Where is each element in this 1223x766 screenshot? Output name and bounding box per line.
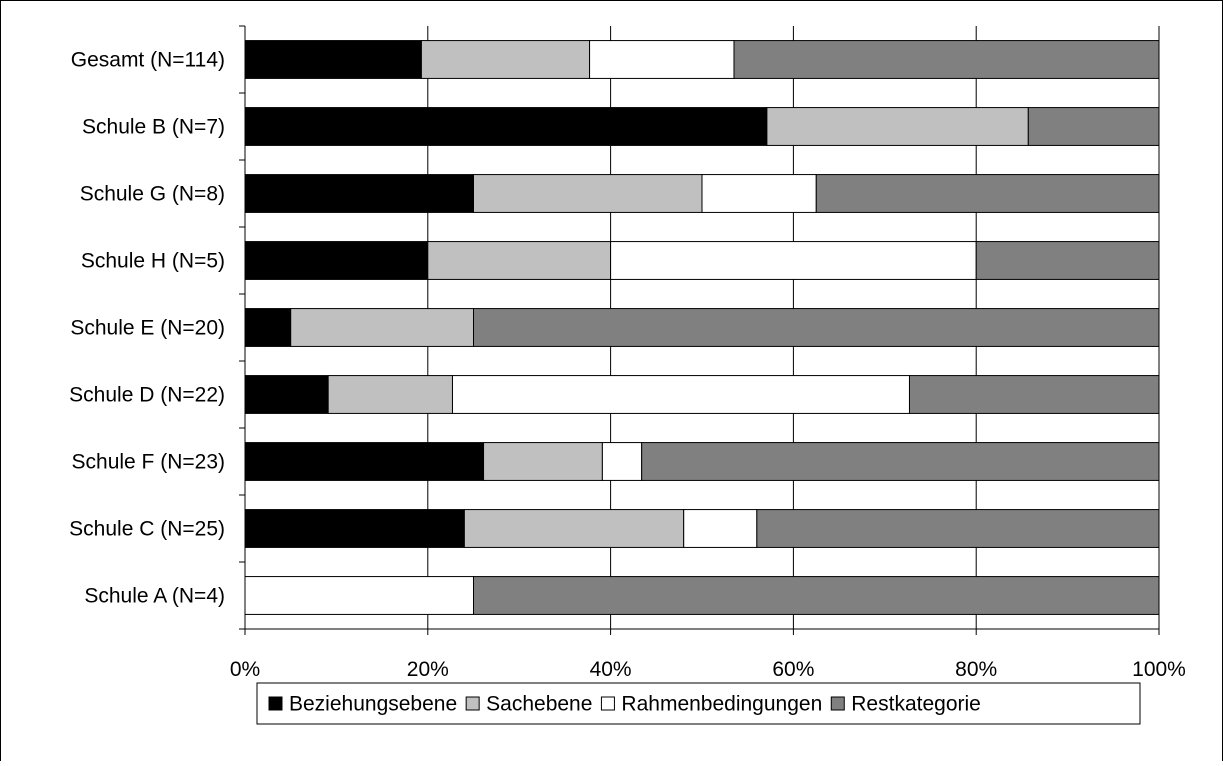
bar-beziehungsebene-schule-e-n-20 (244, 308, 292, 347)
legend-label-sachebene: Sachebene (486, 693, 592, 716)
category-label: Schule C (N=25) (69, 518, 225, 541)
x-tick-label: 80% (955, 658, 997, 681)
bars (244, 40, 1160, 615)
bar-restkategorie-schule-c-n-25 (756, 509, 1160, 548)
axes (239, 25, 1160, 635)
bar-beziehungsebene-schule-d-n-22 (244, 375, 329, 414)
category-label: Schule A (N=4) (84, 585, 225, 608)
x-tick-label: 0% (230, 658, 260, 681)
x-tick-label: 20% (407, 658, 449, 681)
bar-beziehungsebene-schule-g-n-8 (244, 174, 474, 213)
bar-sachebene-schule-h-n-5 (427, 241, 612, 280)
x-tick-label: 100% (1132, 658, 1186, 681)
legend-label-rahmenbedingungen: Rahmenbedingungen (621, 693, 822, 716)
bar-sachebene-gesamt-n-114 (420, 40, 591, 79)
legend-swatch-sachebene (465, 696, 480, 711)
bar-restkategorie-schule-d-n-22 (908, 375, 1160, 414)
category-label: Schule D (N=22) (69, 384, 225, 407)
bar-rahmenbedingungen-schule-c-n-25 (683, 509, 758, 548)
bar-rahmenbedingungen-gesamt-n-114 (589, 40, 735, 79)
bar-rahmenbedingungen-schule-g-n-8 (701, 174, 817, 213)
category-label: Schule H (N=5) (81, 250, 225, 273)
bar-rahmenbedingungen-schule-h-n-5 (610, 241, 977, 280)
bar-sachebene-schule-f-n-23 (483, 442, 603, 481)
bar-restkategorie-schule-h-n-5 (975, 241, 1160, 280)
legend-swatch-restkategorie (830, 696, 845, 711)
bar-sachebene-schule-e-n-20 (290, 308, 475, 347)
bar-beziehungsebene-schule-h-n-5 (244, 241, 429, 280)
x-tick-label: 40% (590, 658, 632, 681)
category-label: Gesamt (N=114) (71, 49, 225, 72)
bar-restkategorie-schule-a-n-4 (473, 576, 1160, 615)
x-tick-label: 60% (772, 658, 814, 681)
bar-sachebene-schule-b-n-7 (766, 107, 1029, 146)
bar-sachebene-schule-g-n-8 (473, 174, 703, 213)
bar-rahmenbedingungen-schule-a-n-4 (244, 576, 474, 615)
bar-beziehungsebene-schule-f-n-23 (244, 442, 485, 481)
bar-sachebene-schule-c-n-25 (463, 509, 685, 548)
bar-sachebene-schule-d-n-22 (327, 375, 453, 414)
category-label: Schule B (N=7) (82, 116, 225, 139)
bar-restkategorie-gesamt-n-114 (733, 40, 1160, 79)
bar-beziehungsebene-gesamt-n-114 (244, 40, 422, 79)
bar-rahmenbedingungen-schule-f-n-23 (601, 442, 643, 481)
legend-label-restkategorie: Restkategorie (851, 693, 981, 716)
legend-swatch-beziehungsebene (268, 696, 283, 711)
bar-beziehungsebene-schule-c-n-25 (244, 509, 465, 548)
labels: 0% 20% 40% 60% 80% 100% Gesamt (N=114) Schule B… (69, 49, 1186, 682)
legend-label-beziehungsebene: Beziehungsebene (289, 693, 457, 716)
bar-restkategorie-schule-f-n-23 (641, 442, 1160, 481)
bar-beziehungsebene-schule-b-n-7 (244, 107, 768, 146)
legend: Beziehungsebene Sachebene Rahmenbedingunge… (256, 682, 1141, 725)
bar-restkategorie-schule-g-n-8 (815, 174, 1160, 213)
category-label: Schule E (N=20) (70, 317, 225, 340)
legend-swatch-rahmenbedingungen (600, 696, 615, 711)
category-label: Schule G (N=8) (80, 183, 225, 206)
category-label: Schule F (N=23) (72, 451, 225, 474)
bar-rahmenbedingungen-schule-d-n-22 (451, 375, 910, 414)
bar-restkategorie-schule-e-n-20 (473, 308, 1160, 347)
legend-box (256, 682, 1141, 725)
bar-restkategorie-schule-b-n-7 (1027, 107, 1160, 146)
